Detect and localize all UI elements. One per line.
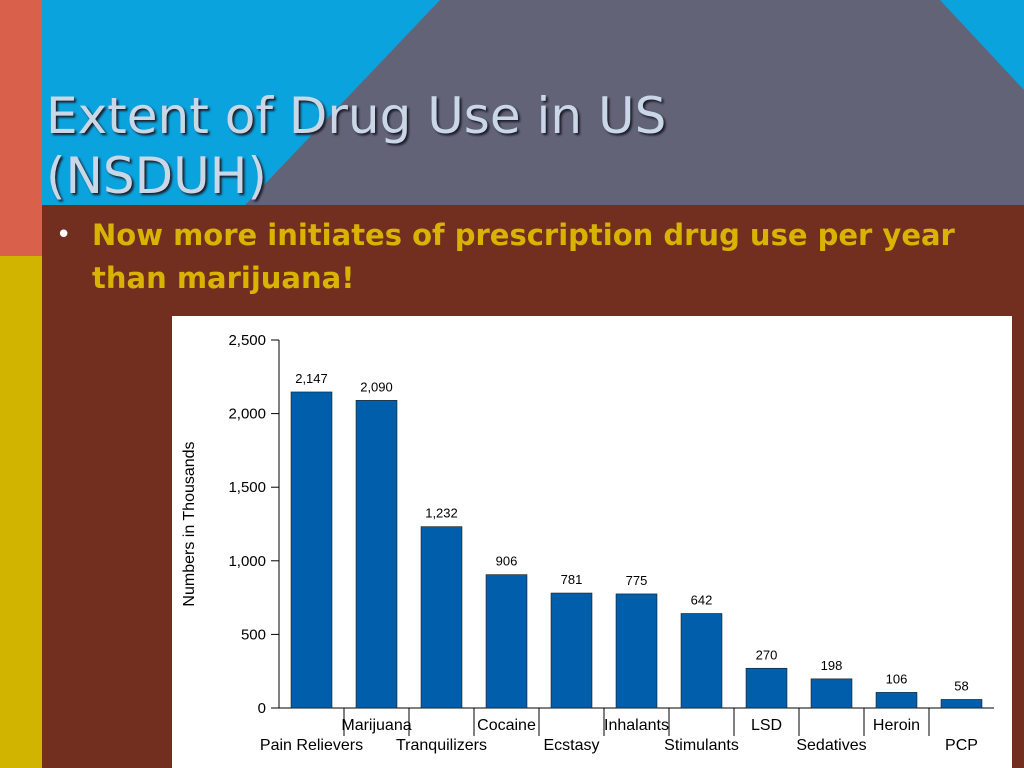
- x-category-label: LSD: [751, 717, 782, 734]
- x-category-label: Marijuana: [341, 717, 411, 734]
- bullet-list: • Now more initiates of prescription dru…: [56, 214, 996, 300]
- bar: [355, 400, 398, 709]
- x-category-label: Stimulants: [664, 737, 739, 754]
- left-stripe-bottom: [0, 256, 42, 768]
- bar-value-label: 775: [626, 573, 648, 588]
- bar: [680, 613, 723, 709]
- bullet-dot-icon: •: [56, 220, 72, 250]
- y-tick-label: 500: [241, 626, 266, 643]
- bar-value-label: 906: [496, 554, 518, 569]
- bar-value-label: 642: [691, 592, 713, 607]
- y-axis-title: Numbers in Thousands: [181, 441, 198, 606]
- mountain-shape: [245, 0, 1024, 205]
- bar: [810, 678, 853, 709]
- x-category-label: PCP: [945, 737, 978, 754]
- bar: [745, 667, 788, 709]
- slide-title: Extent of Drug Use in US (NSDUH): [46, 86, 946, 206]
- x-category-label: Cocaine: [477, 717, 536, 734]
- bar: [615, 593, 658, 709]
- y-tick-label: 1,500: [228, 479, 266, 496]
- bar: [290, 391, 333, 709]
- x-category-label: Tranquilizers: [396, 737, 487, 754]
- y-tick-label: 2,500: [228, 332, 266, 349]
- x-category-label: Heroin: [873, 717, 920, 734]
- bar-value-label: 270: [756, 647, 778, 662]
- left-stripe-top: [0, 0, 42, 256]
- bar-value-label: 2,147: [295, 371, 328, 386]
- bar: [485, 574, 528, 709]
- bar-value-label: 781: [561, 572, 583, 587]
- y-tick-label: 1,000: [228, 553, 266, 570]
- y-tick-label: 0: [258, 700, 266, 717]
- bullet-item: • Now more initiates of prescription dru…: [56, 214, 996, 300]
- x-category-label: Ecstasy: [543, 737, 599, 754]
- bar-value-label: 198: [821, 658, 843, 673]
- bar-value-label: 106: [886, 671, 908, 686]
- bar-chart: 0 500 1,000 1,500 2,000 2,500 Numbers in Thous…: [181, 332, 994, 754]
- bar: [550, 592, 593, 709]
- slide-title-line-2: (NSDUH): [46, 147, 267, 205]
- bar: [940, 699, 983, 709]
- x-category-label: Pain Relievers: [260, 737, 363, 754]
- bar-value-label: 58: [954, 678, 968, 693]
- bar: [875, 692, 918, 709]
- slide-title-line-1: Extent of Drug Use in US: [46, 87, 667, 145]
- bar-value-label: 1,232: [425, 506, 458, 521]
- chart-panel: 0 500 1,000 1,500 2,000 2,500 Numbers in Thous…: [172, 316, 1012, 768]
- y-tick-label: 2,000: [228, 406, 266, 423]
- bullet-text: Now more initiates of prescription drug …: [92, 218, 955, 295]
- bar-value-label: 2,090: [360, 379, 393, 394]
- bar: [420, 526, 463, 709]
- x-category-label: Inhalants: [604, 717, 669, 734]
- x-category-label: Sedatives: [796, 737, 866, 754]
